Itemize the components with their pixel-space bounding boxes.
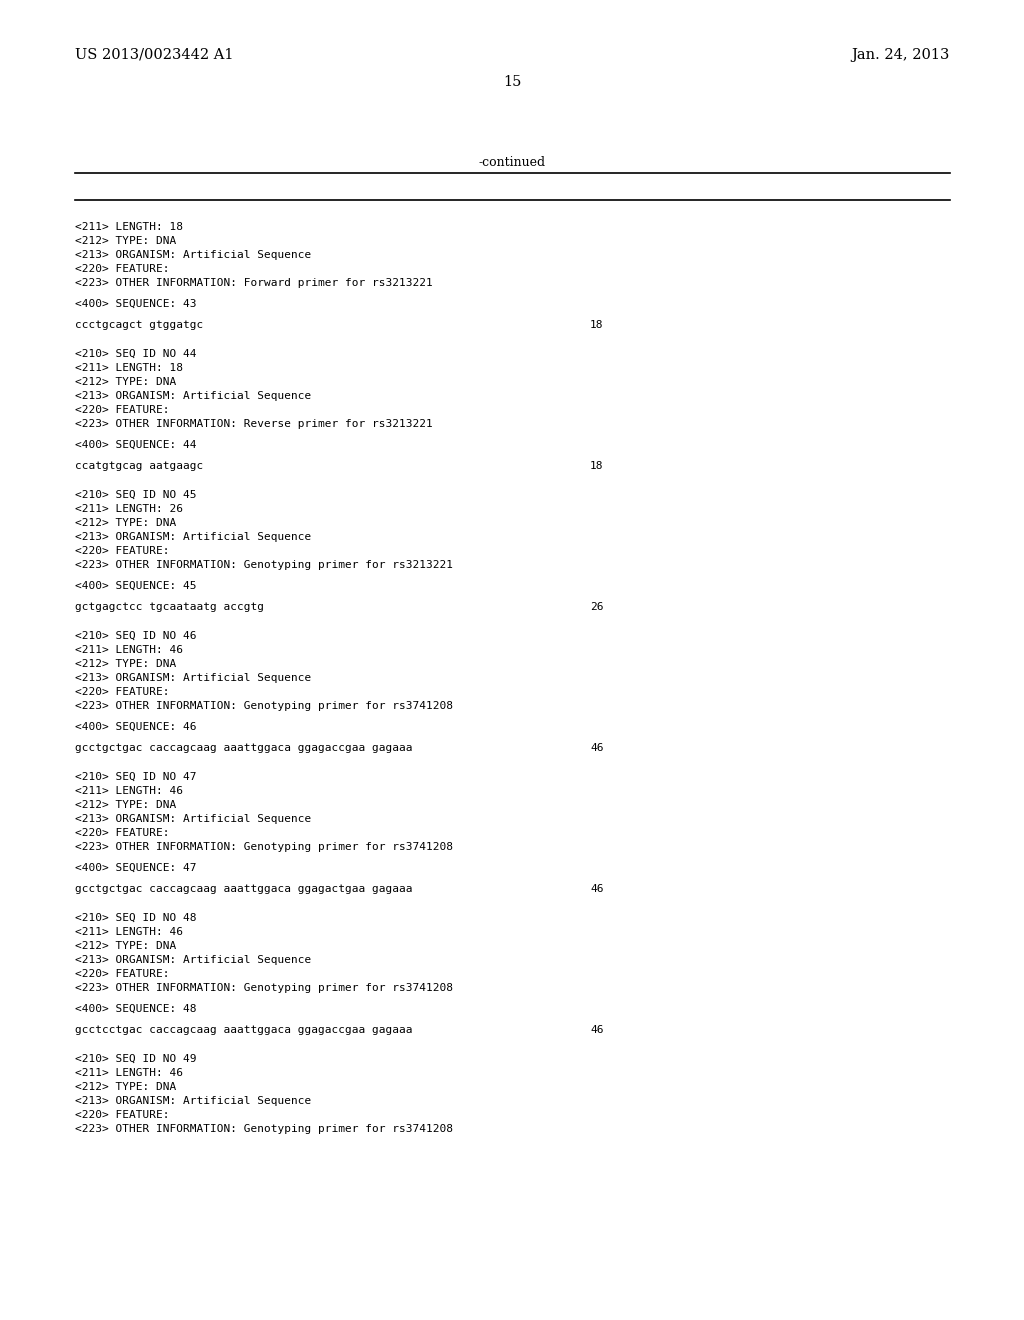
Text: 46: 46 (590, 884, 603, 894)
Text: 46: 46 (590, 1026, 603, 1035)
Text: <223> OTHER INFORMATION: Reverse primer for rs3213221: <223> OTHER INFORMATION: Reverse primer … (75, 418, 433, 429)
Text: <210> SEQ ID NO 49: <210> SEQ ID NO 49 (75, 1053, 197, 1064)
Text: <211> LENGTH: 46: <211> LENGTH: 46 (75, 645, 183, 655)
Text: <223> OTHER INFORMATION: Genotyping primer for rs3213221: <223> OTHER INFORMATION: Genotyping prim… (75, 560, 453, 570)
Text: <220> FEATURE:: <220> FEATURE: (75, 1110, 170, 1119)
Text: gcctgctgac caccagcaag aaattggaca ggagaccgaa gagaaa: gcctgctgac caccagcaag aaattggaca ggagacc… (75, 743, 413, 752)
Text: <220> FEATURE:: <220> FEATURE: (75, 969, 170, 979)
Text: <220> FEATURE:: <220> FEATURE: (75, 686, 170, 697)
Text: <211> LENGTH: 18: <211> LENGTH: 18 (75, 363, 183, 374)
Text: ccatgtgcag aatgaagc: ccatgtgcag aatgaagc (75, 461, 203, 471)
Text: <220> FEATURE:: <220> FEATURE: (75, 405, 170, 414)
Text: 18: 18 (590, 319, 603, 330)
Text: Jan. 24, 2013: Jan. 24, 2013 (852, 48, 950, 62)
Text: <400> SEQUENCE: 44: <400> SEQUENCE: 44 (75, 440, 197, 450)
Text: <223> OTHER INFORMATION: Forward primer for rs3213221: <223> OTHER INFORMATION: Forward primer … (75, 279, 433, 288)
Text: <213> ORGANISM: Artificial Sequence: <213> ORGANISM: Artificial Sequence (75, 391, 311, 401)
Text: <211> LENGTH: 46: <211> LENGTH: 46 (75, 927, 183, 937)
Text: <211> LENGTH: 46: <211> LENGTH: 46 (75, 785, 183, 796)
Text: gcctgctgac caccagcaag aaattggaca ggagactgaa gagaaa: gcctgctgac caccagcaag aaattggaca ggagact… (75, 884, 413, 894)
Text: <213> ORGANISM: Artificial Sequence: <213> ORGANISM: Artificial Sequence (75, 1096, 311, 1106)
Text: <213> ORGANISM: Artificial Sequence: <213> ORGANISM: Artificial Sequence (75, 814, 311, 824)
Text: gcctcctgac caccagcaag aaattggaca ggagaccgaa gagaaa: gcctcctgac caccagcaag aaattggaca ggagacc… (75, 1026, 413, 1035)
Text: <400> SEQUENCE: 47: <400> SEQUENCE: 47 (75, 863, 197, 873)
Text: <210> SEQ ID NO 45: <210> SEQ ID NO 45 (75, 490, 197, 500)
Text: <213> ORGANISM: Artificial Sequence: <213> ORGANISM: Artificial Sequence (75, 249, 311, 260)
Text: <210> SEQ ID NO 47: <210> SEQ ID NO 47 (75, 772, 197, 781)
Text: 26: 26 (590, 602, 603, 612)
Text: <210> SEQ ID NO 46: <210> SEQ ID NO 46 (75, 631, 197, 642)
Text: <400> SEQUENCE: 45: <400> SEQUENCE: 45 (75, 581, 197, 591)
Text: -continued: -continued (478, 157, 546, 169)
Text: <223> OTHER INFORMATION: Genotyping primer for rs3741208: <223> OTHER INFORMATION: Genotyping prim… (75, 983, 453, 993)
Text: <212> TYPE: DNA: <212> TYPE: DNA (75, 800, 176, 810)
Text: <400> SEQUENCE: 48: <400> SEQUENCE: 48 (75, 1005, 197, 1014)
Text: <211> LENGTH: 18: <211> LENGTH: 18 (75, 222, 183, 232)
Text: 46: 46 (590, 743, 603, 752)
Text: <212> TYPE: DNA: <212> TYPE: DNA (75, 517, 176, 528)
Text: <212> TYPE: DNA: <212> TYPE: DNA (75, 941, 176, 950)
Text: <211> LENGTH: 26: <211> LENGTH: 26 (75, 504, 183, 513)
Text: 15: 15 (503, 75, 521, 88)
Text: <220> FEATURE:: <220> FEATURE: (75, 828, 170, 838)
Text: <220> FEATURE:: <220> FEATURE: (75, 546, 170, 556)
Text: <400> SEQUENCE: 43: <400> SEQUENCE: 43 (75, 300, 197, 309)
Text: US 2013/0023442 A1: US 2013/0023442 A1 (75, 48, 233, 62)
Text: <213> ORGANISM: Artificial Sequence: <213> ORGANISM: Artificial Sequence (75, 954, 311, 965)
Text: <212> TYPE: DNA: <212> TYPE: DNA (75, 1082, 176, 1092)
Text: <223> OTHER INFORMATION: Genotyping primer for rs3741208: <223> OTHER INFORMATION: Genotyping prim… (75, 842, 453, 851)
Text: 18: 18 (590, 461, 603, 471)
Text: <210> SEQ ID NO 48: <210> SEQ ID NO 48 (75, 913, 197, 923)
Text: <212> TYPE: DNA: <212> TYPE: DNA (75, 236, 176, 246)
Text: <212> TYPE: DNA: <212> TYPE: DNA (75, 659, 176, 669)
Text: <210> SEQ ID NO 44: <210> SEQ ID NO 44 (75, 348, 197, 359)
Text: <213> ORGANISM: Artificial Sequence: <213> ORGANISM: Artificial Sequence (75, 532, 311, 543)
Text: <220> FEATURE:: <220> FEATURE: (75, 264, 170, 275)
Text: ccctgcagct gtggatgc: ccctgcagct gtggatgc (75, 319, 203, 330)
Text: <223> OTHER INFORMATION: Genotyping primer for rs3741208: <223> OTHER INFORMATION: Genotyping prim… (75, 701, 453, 711)
Text: gctgagctcc tgcaataatg accgtg: gctgagctcc tgcaataatg accgtg (75, 602, 264, 612)
Text: <400> SEQUENCE: 46: <400> SEQUENCE: 46 (75, 722, 197, 733)
Text: <211> LENGTH: 46: <211> LENGTH: 46 (75, 1068, 183, 1078)
Text: <212> TYPE: DNA: <212> TYPE: DNA (75, 378, 176, 387)
Text: <223> OTHER INFORMATION: Genotyping primer for rs3741208: <223> OTHER INFORMATION: Genotyping prim… (75, 1125, 453, 1134)
Text: <213> ORGANISM: Artificial Sequence: <213> ORGANISM: Artificial Sequence (75, 673, 311, 682)
